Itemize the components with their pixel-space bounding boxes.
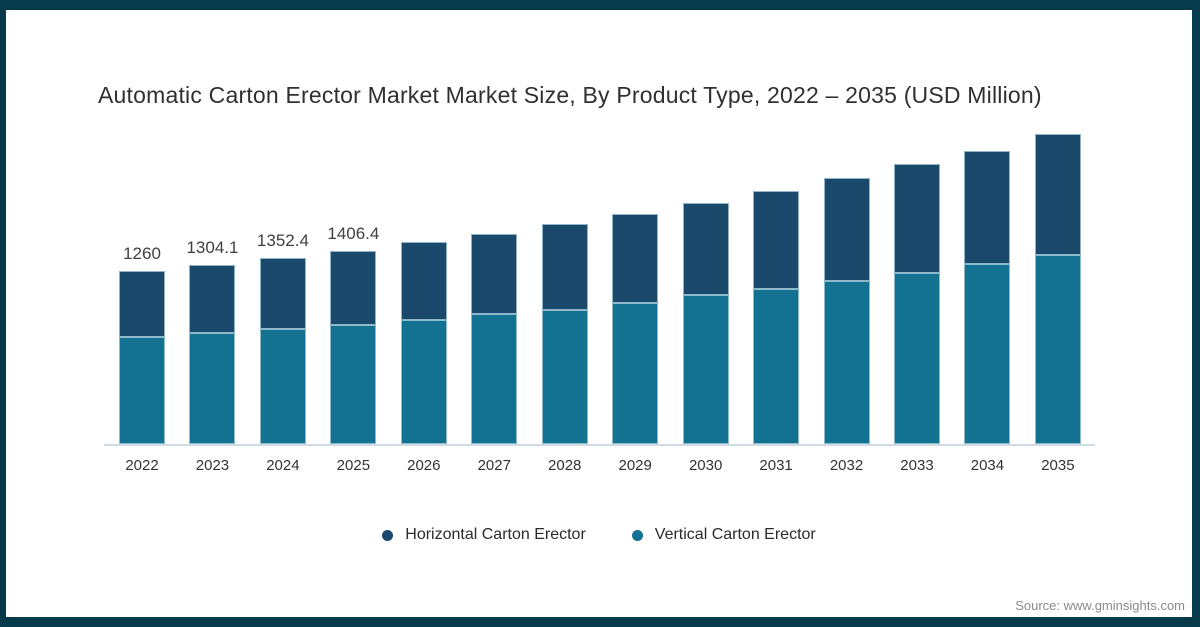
bar-2028: 2028 [541,224,588,474]
bar-value-label-2025: 1406.4 [327,223,380,243]
legend-dot-icon [631,529,643,541]
bar-segment-2026-horizontal [400,242,447,320]
bar-segment-2028-horizontal [541,224,588,310]
legend-item-vertical-carton-erector: Vertical Carton Erector [631,526,816,544]
x-axis-label-2034: 2034 [970,457,1005,474]
bar-value-label-2024: 1352.4 [256,231,309,251]
bars-row: 1260 2022 1304.1 2023 1352.4 2024 1406.4 2025 20… [119,134,1081,474]
bar-2026: 2026 [400,242,447,474]
bar-2029: 2029 [612,214,659,474]
source-note: Source: www.gminsights.com [1015,598,1185,613]
legend: Horizontal Carton Erector Vertical Carton… [6,526,1192,544]
x-axis-label-2030: 2030 [688,457,723,474]
legend-label: Vertical Carton Erector [654,526,816,543]
bar-segment-2035-horizontal [1034,134,1081,255]
bar-segment-2035-vertical [1034,254,1081,444]
bar-segment-2034-horizontal [964,150,1011,265]
bar-2025: 1406.4 2025 [327,224,379,474]
bar-segment-2034-vertical [964,264,1011,444]
x-axis-label-2022: 2022 [125,457,159,474]
bar-segment-2024-horizontal [259,258,306,330]
bar-segment-2031-horizontal [753,190,800,290]
bar-segment-2027-horizontal [471,233,518,315]
bar-2023: 1304.1 2023 [186,238,238,474]
x-axis-label-2027: 2027 [477,457,511,474]
bar-2027: 2027 [471,233,518,474]
bar-segment-2032-vertical [823,281,870,444]
bar-value-label-2022: 1260 [123,243,161,263]
bar-segment-2024-vertical [259,329,306,444]
bar-segment-2033-vertical [893,273,940,444]
bar-segment-2027-vertical [471,314,518,444]
bar-2033: 2033 [893,163,940,474]
bar-value-label-2023: 1304.1 [186,237,239,257]
x-axis-label-2025: 2025 [336,457,371,474]
bar-segment-2029-horizontal [612,214,659,304]
x-axis-label-2029: 2029 [618,457,652,474]
x-axis-label-2035: 2035 [1041,457,1075,474]
bar-segment-2033-horizontal [893,163,940,274]
x-axis-label-2033: 2033 [900,457,934,474]
bar-2024: 1352.4 2024 [257,231,309,474]
bar-segment-2028-vertical [541,309,588,444]
bar-segment-2022-vertical [119,336,165,444]
x-axis-label-2023: 2023 [195,457,230,474]
bar-segment-2025-vertical [330,324,377,444]
bar-segment-2030-vertical [682,295,729,444]
bar-segment-2025-horizontal [330,250,377,325]
chart-title: Automatic Carton Erector Market Market S… [98,82,1042,108]
bar-2030: 2030 [682,202,729,474]
bar-segment-2023-horizontal [189,264,236,334]
bar-2032: 2032 [823,178,870,474]
x-axis-label-2026: 2026 [407,457,441,474]
bar-2035: 2035 [1034,134,1081,474]
bar-segment-2029-vertical [612,303,659,444]
bar-2031: 2031 [753,190,800,474]
bar-segment-2030-horizontal [682,202,729,296]
legend-label: Horizontal Carton Erector [405,526,586,543]
bar-segment-2023-vertical [189,333,236,444]
x-axis-label-2024: 2024 [266,457,300,474]
bar-segment-2032-horizontal [823,178,870,282]
bar-segment-2022-horizontal [119,270,165,337]
x-axis-label-2032: 2032 [829,457,864,474]
legend-dot-icon [382,529,394,541]
x-axis-label-2031: 2031 [759,457,793,474]
bar-segment-2031-vertical [753,289,800,444]
x-axis-line [104,444,1095,446]
bar-2022: 1260 2022 [119,244,165,474]
legend-item-horizontal-carton-erector: Horizontal Carton Erector [382,526,586,544]
x-axis-label-2028: 2028 [548,457,582,474]
bar-segment-2026-vertical [400,319,447,444]
bar-2034: 2034 [964,150,1011,474]
